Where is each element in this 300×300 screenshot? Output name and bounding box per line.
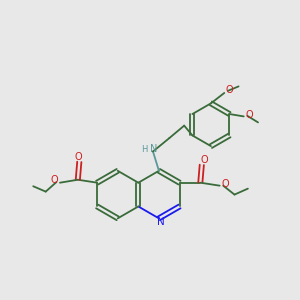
Text: O: O [221, 179, 229, 189]
Text: N: N [158, 217, 165, 227]
Text: O: O [200, 155, 208, 165]
Text: H: H [142, 145, 148, 154]
Text: O: O [74, 152, 82, 161]
Text: O: O [51, 175, 58, 185]
Text: N: N [150, 144, 157, 154]
Text: O: O [226, 85, 233, 95]
Text: O: O [245, 110, 253, 120]
